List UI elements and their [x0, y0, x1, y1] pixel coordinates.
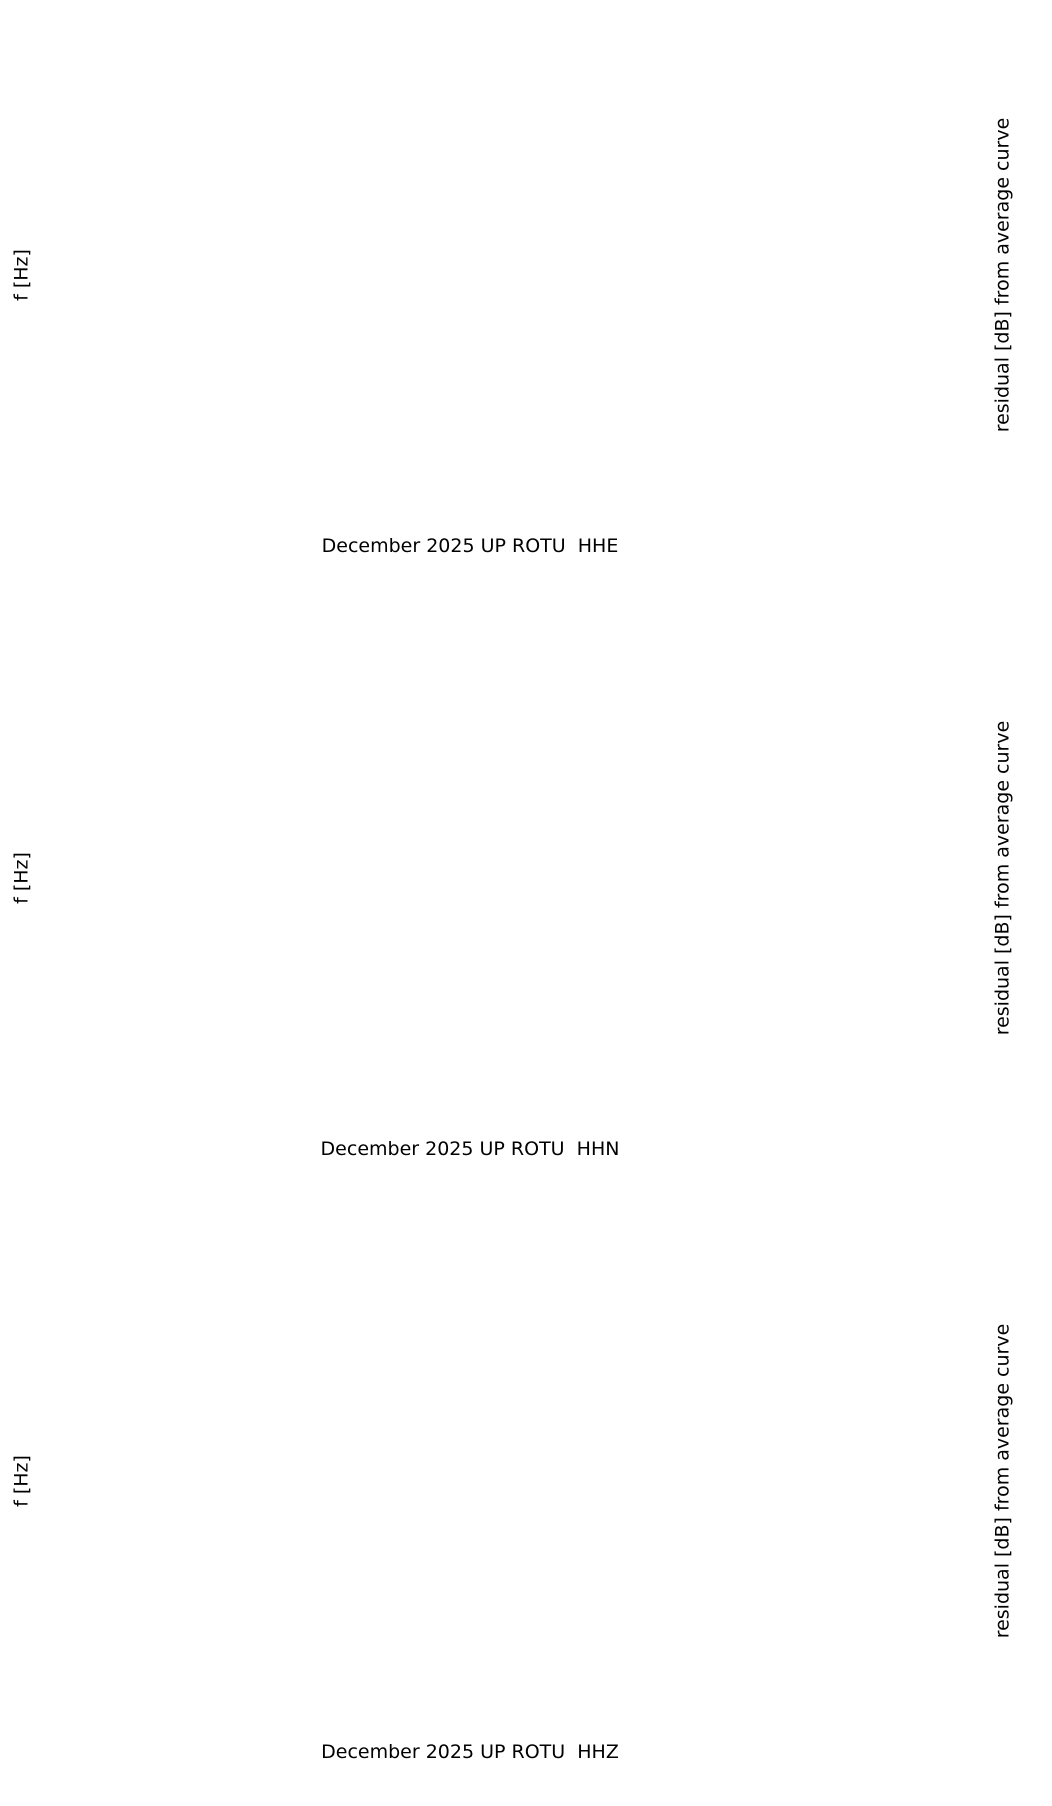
colorbar-label: residual [dB] from average curve: [991, 1323, 1014, 1639]
colorbar-label: residual [dB] from average curve: [991, 117, 1014, 433]
x-axis-title: December 2025 UP ROTU HHZ: [321, 1741, 619, 1763]
y-axis-label: f [Hz]: [10, 249, 33, 301]
y-axis-label: f [Hz]: [10, 852, 33, 904]
subplot-hhe: f [Hz] December 2025 UP ROTU HHE residua…: [0, 0, 1052, 603]
subplot-hhn: f [Hz] December 2025 UP ROTU HHN residua…: [0, 603, 1052, 1206]
subplot-hhz: f [Hz] December 2025 UP ROTU HHZ residua…: [0, 1206, 1052, 1806]
colorbar-label: residual [dB] from average curve: [991, 720, 1014, 1036]
spectrogram-canvas-hhn: [0, 603, 1052, 1206]
x-axis-title: December 2025 UP ROTU HHE: [321, 535, 619, 557]
spectrogram-canvas-hhz: [0, 1206, 1052, 1806]
y-axis-label: f [Hz]: [10, 1455, 33, 1507]
spectrogram-canvas-hhe: [0, 0, 1052, 603]
x-axis-title: December 2025 UP ROTU HHN: [320, 1138, 620, 1160]
